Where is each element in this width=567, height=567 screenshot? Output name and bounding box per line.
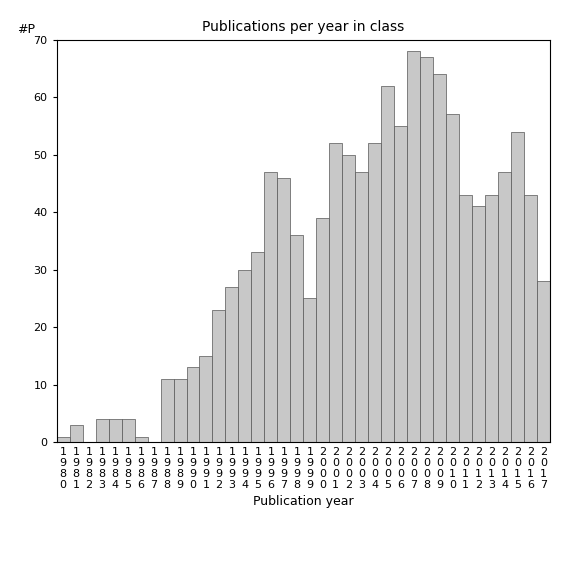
Title: Publications per year in class: Publications per year in class bbox=[202, 20, 404, 35]
Bar bbox=[134, 437, 147, 442]
Bar bbox=[498, 172, 511, 442]
Bar bbox=[511, 132, 524, 442]
Bar bbox=[446, 115, 459, 442]
Bar bbox=[356, 172, 368, 442]
Bar bbox=[368, 143, 381, 442]
Bar bbox=[303, 298, 316, 442]
Bar bbox=[200, 356, 213, 442]
Bar bbox=[239, 270, 251, 442]
Bar bbox=[485, 195, 498, 442]
Bar bbox=[213, 310, 226, 442]
Bar bbox=[316, 218, 329, 442]
Bar bbox=[290, 235, 303, 442]
Bar bbox=[420, 57, 433, 442]
Bar bbox=[433, 74, 446, 442]
Bar bbox=[70, 425, 83, 442]
X-axis label: Publication year: Publication year bbox=[253, 495, 354, 508]
Bar bbox=[109, 419, 121, 442]
Bar bbox=[251, 252, 264, 442]
Bar bbox=[96, 419, 109, 442]
Bar bbox=[160, 379, 174, 442]
Bar bbox=[187, 367, 200, 442]
Bar bbox=[524, 195, 537, 442]
Bar bbox=[121, 419, 134, 442]
Bar bbox=[537, 281, 550, 442]
Bar bbox=[226, 287, 239, 442]
Text: #P: #P bbox=[17, 23, 35, 36]
Bar bbox=[57, 437, 70, 442]
Bar bbox=[174, 379, 187, 442]
Bar bbox=[407, 51, 420, 442]
Bar bbox=[264, 172, 277, 442]
Bar bbox=[459, 195, 472, 442]
Bar bbox=[329, 143, 342, 442]
Bar bbox=[381, 86, 394, 442]
Bar bbox=[342, 155, 356, 442]
Bar bbox=[394, 126, 407, 442]
Bar bbox=[277, 177, 290, 442]
Bar bbox=[472, 206, 485, 442]
